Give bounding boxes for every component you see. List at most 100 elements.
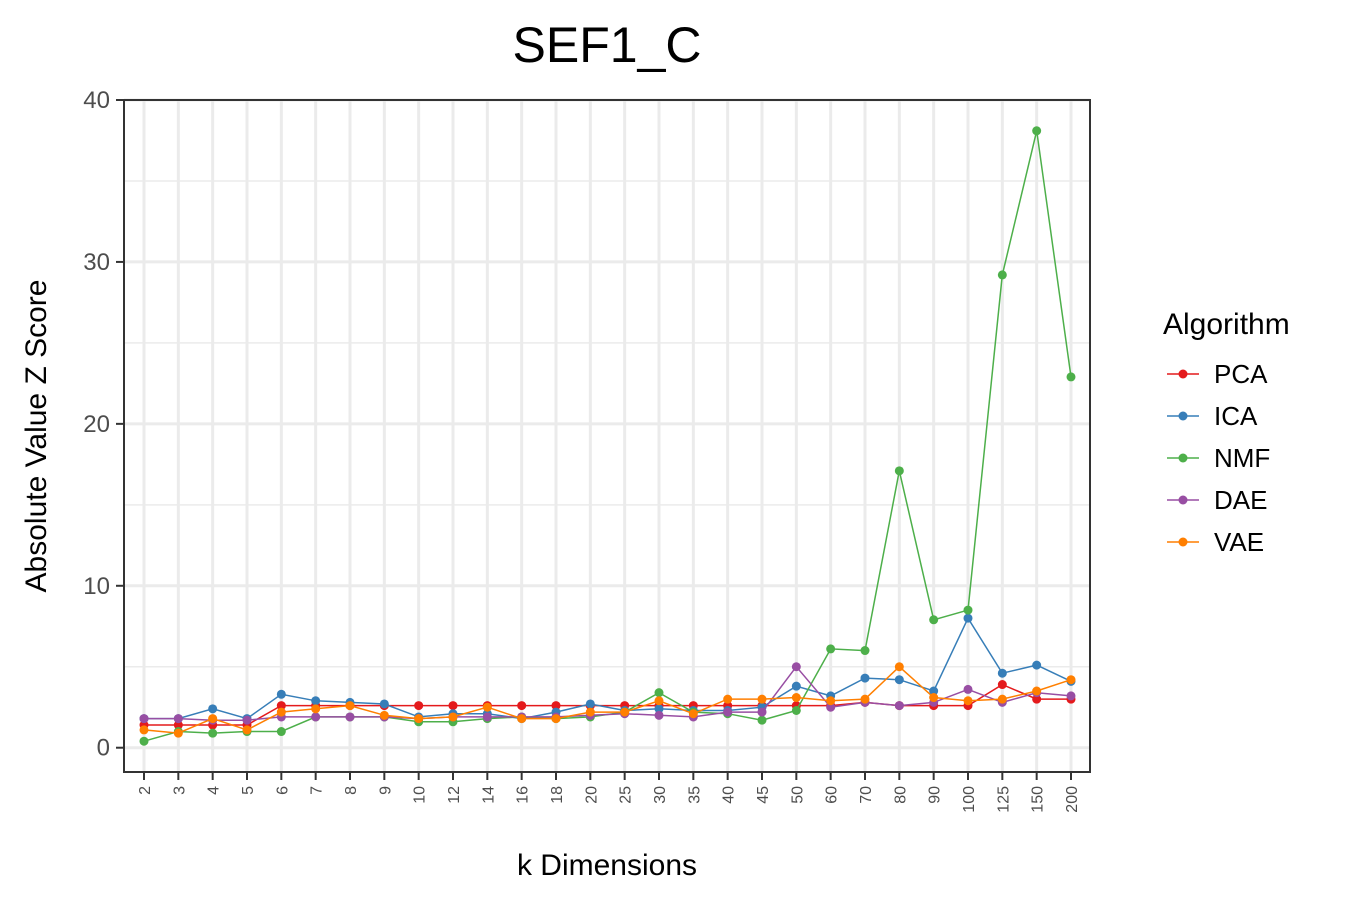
data-point-vae <box>448 712 458 722</box>
data-point-vae <box>826 696 836 706</box>
data-point-dae <box>311 712 321 722</box>
x-tick-label: 150 <box>1030 786 1047 813</box>
x-tick-label: 200 <box>1064 786 1081 813</box>
data-point-vae <box>757 694 767 704</box>
data-point-nmf <box>997 270 1007 280</box>
data-point-ica <box>311 696 321 706</box>
data-point-nmf <box>791 705 801 715</box>
data-point-pca <box>997 680 1007 690</box>
data-point-nmf <box>826 644 836 654</box>
data-point-pca <box>1032 694 1042 704</box>
data-point-nmf <box>860 646 870 656</box>
x-tick-label: 4 <box>206 786 223 795</box>
series-line-nmf <box>143 130 1072 742</box>
data-point-vae <box>860 694 870 704</box>
data-point-dae <box>757 707 767 717</box>
data-point-ica <box>929 686 939 696</box>
data-point-pca <box>173 720 183 730</box>
data-point-vae <box>929 693 939 703</box>
x-tick-label: 40 <box>721 786 738 804</box>
data-point-ica <box>860 673 870 683</box>
data-point-nmf <box>1066 372 1076 382</box>
x-tick-label: 60 <box>824 786 841 804</box>
x-tick-label: 18 <box>549 786 566 804</box>
data-point-vae <box>585 707 595 717</box>
data-point-vae <box>482 702 492 712</box>
legend-marker-pca <box>1178 369 1188 379</box>
data-point-nmf <box>963 605 973 615</box>
x-tick-label: 16 <box>515 786 532 804</box>
legend-label-vae: VAE <box>1214 527 1264 557</box>
data-point-dae <box>242 715 252 725</box>
data-point-pca <box>414 701 424 711</box>
x-tick-label: 3 <box>171 786 188 795</box>
x-tick-label: 7 <box>309 786 326 795</box>
data-point-dae <box>791 662 801 672</box>
data-point-ica <box>963 613 973 623</box>
data-point-dae <box>723 707 733 717</box>
data-point-dae <box>654 710 664 720</box>
grid <box>124 98 1090 772</box>
data-point-vae <box>311 704 321 714</box>
legend: Algorithm PCA ICA NMF DAE VAE <box>1163 308 1290 557</box>
data-point-vae <box>1032 686 1042 696</box>
x-tick-label: 6 <box>274 786 291 795</box>
legend-title: Algorithm <box>1163 308 1290 341</box>
data-point-dae <box>894 701 904 711</box>
x-tick-label: 50 <box>789 786 806 804</box>
y-tick-label: 0 <box>97 735 110 762</box>
data-point-vae <box>723 694 733 704</box>
y-tick-label: 30 <box>83 249 110 276</box>
data-point-pca <box>276 701 286 711</box>
data-point-dae <box>173 714 183 724</box>
x-tick-label: 9 <box>377 786 394 795</box>
data-point-vae <box>379 710 389 720</box>
data-point-vae <box>276 707 286 717</box>
legend-marker-vae <box>1178 537 1188 547</box>
data-point-nmf <box>139 736 149 746</box>
chart-title: SEF1_C <box>513 17 702 73</box>
data-point-ica <box>208 704 218 714</box>
data-point-vae <box>208 714 218 724</box>
x-tick-label: 70 <box>858 786 875 804</box>
data-point-ica <box>791 681 801 691</box>
x-tick-label: 5 <box>240 786 257 795</box>
series-line-dae <box>144 665 1072 721</box>
data-point-vae <box>173 728 183 738</box>
x-tick-label: 8 <box>343 786 360 795</box>
data-point-dae <box>482 712 492 722</box>
data-point-ica <box>276 689 286 699</box>
data-point-vae <box>139 725 149 735</box>
x-tick-label: 35 <box>686 786 703 804</box>
legend-label-dae: DAE <box>1214 485 1267 515</box>
x-tick-label: 20 <box>583 786 600 804</box>
x-tick-label: 90 <box>927 786 944 804</box>
data-point-ica <box>997 668 1007 678</box>
data-point-pca <box>551 701 561 711</box>
data-point-vae <box>963 696 973 706</box>
x-tick-label: 2 <box>137 786 154 795</box>
x-tick-label: 14 <box>480 786 497 804</box>
data-point-nmf <box>208 728 218 738</box>
data-point-vae <box>894 662 904 672</box>
legend-label-pca: PCA <box>1214 359 1268 389</box>
x-tick-label: 100 <box>961 786 978 813</box>
data-point-pca <box>448 701 458 711</box>
series-line-vae <box>143 665 1072 734</box>
legend-marker-ica <box>1178 411 1188 421</box>
x-tick-label: 25 <box>618 786 635 804</box>
data-point-vae <box>688 709 698 719</box>
data-point-nmf <box>894 466 904 476</box>
x-tick-label: 30 <box>652 786 669 804</box>
data-point-vae <box>997 694 1007 704</box>
data-point-pca <box>517 701 527 711</box>
data-point-ica <box>379 699 389 709</box>
series-layer <box>139 126 1076 746</box>
x-tick-label: 10 <box>412 786 429 804</box>
plot-panel-border <box>123 99 1091 773</box>
data-point-ica <box>894 675 904 685</box>
x-tick-label: 45 <box>755 786 772 804</box>
x-axis-title: k Dimensions <box>517 849 697 882</box>
